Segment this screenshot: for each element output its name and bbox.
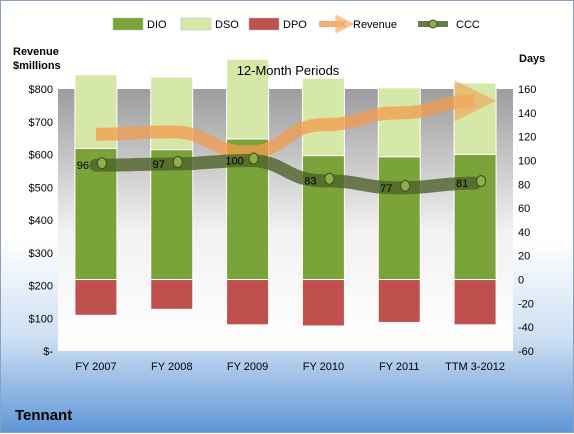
bar-dio: [377, 156, 421, 281]
ccc-line-group: 96 97 100 83 77 81: [77, 152, 487, 195]
left-tick-label: $200: [29, 281, 53, 293]
chart-title: 12-Month Periods: [236, 63, 340, 78]
bar-dso: [453, 82, 497, 155]
ccc-data-label: 100: [225, 155, 243, 167]
ccc-point: [476, 175, 487, 188]
right-axis: -60 -40 -20 0 20 40 60 80 100 120 140 160: [518, 84, 536, 358]
right-tick-label: -40: [518, 322, 534, 334]
ccc-point: [400, 179, 411, 192]
left-axis-title: Revenue $millions: [13, 46, 61, 72]
ccc-data-label: 97: [153, 159, 165, 171]
legend-label-ccc: CCC: [456, 19, 480, 31]
bar-dpo: [301, 279, 345, 327]
x-tick-label: FY 2008: [151, 361, 192, 373]
x-tick-label: FY 2007: [75, 361, 116, 373]
revenue-arrow: [95, 80, 496, 159]
bar-dpo: [74, 279, 118, 316]
x-tick-label: TTM 3-2012: [445, 361, 505, 373]
right-tick-label: -60: [518, 346, 534, 358]
legend-label-dso: DSO: [215, 19, 239, 31]
legend-label-dio: DIO: [147, 19, 167, 31]
right-tick-label: 160: [518, 84, 536, 96]
left-tick-label: $100: [29, 313, 53, 325]
left-tick-label: $800: [29, 84, 53, 96]
legend-label-revenue: Revenue: [353, 19, 397, 31]
left-tick-label: $500: [29, 182, 53, 194]
right-axis-title: Days: [519, 53, 546, 65]
x-axis: FY 2007 FY 2008 FY 2009 FY 2010 FY 2011 TTM 3…: [75, 361, 505, 373]
left-tick-label: $600: [29, 150, 53, 162]
legend: DIO DSO DPO Revenue CCC: [112, 14, 480, 34]
legend-swatch-dio: [112, 17, 144, 31]
right-tick-label: -20: [518, 298, 534, 310]
legend-swatch-dso: [180, 17, 212, 31]
x-tick-label: FY 2010: [303, 361, 344, 373]
bar-dpo: [150, 279, 194, 310]
right-tick-label: 140: [518, 108, 536, 120]
right-tick-label: 100: [518, 155, 536, 167]
bar-dpo: [377, 279, 421, 323]
x-tick-label: FY 2009: [227, 361, 268, 373]
ccc-point: [324, 172, 335, 185]
right-tick-label: 0: [518, 275, 524, 287]
left-tick-label: $300: [29, 248, 53, 260]
bar-dpo: [453, 279, 497, 326]
bar-dso: [377, 87, 421, 158]
right-tick-label: 60: [518, 203, 530, 215]
x-tick-label: FY 2011: [379, 361, 420, 373]
ccc-point: [172, 156, 183, 169]
ccc-point: [248, 152, 259, 165]
company-name: Tennant: [15, 407, 73, 424]
bar-dio: [453, 154, 497, 281]
left-tick-label: $400: [29, 215, 53, 227]
left-tick-label: $-: [43, 346, 53, 358]
bar-dpo: [226, 279, 270, 326]
legend-swatch-dpo: [248, 17, 280, 31]
legend-marker-ccc: [428, 19, 438, 29]
right-tick-label: 80: [518, 179, 530, 191]
left-tick-label: $700: [29, 117, 53, 129]
ccc-data-label: 77: [380, 183, 392, 195]
bar-dso: [226, 58, 270, 140]
ccc-data-label: 83: [304, 176, 316, 188]
revenue-arrow-group: [95, 80, 496, 159]
ccc-data-label: 81: [456, 178, 468, 190]
right-tick-label: 120: [518, 132, 536, 144]
legend-label-dpo: DPO: [283, 19, 307, 31]
ccc-data-label: 96: [77, 160, 89, 172]
ccc-point: [96, 157, 107, 170]
bar-dio: [150, 149, 194, 281]
left-axis: $- $100 $200 $300 $400 $500 $600 $700 $800: [29, 84, 54, 358]
right-tick-label: 20: [518, 251, 530, 263]
right-tick-label: 40: [518, 227, 530, 239]
bar-dso: [301, 77, 345, 157]
